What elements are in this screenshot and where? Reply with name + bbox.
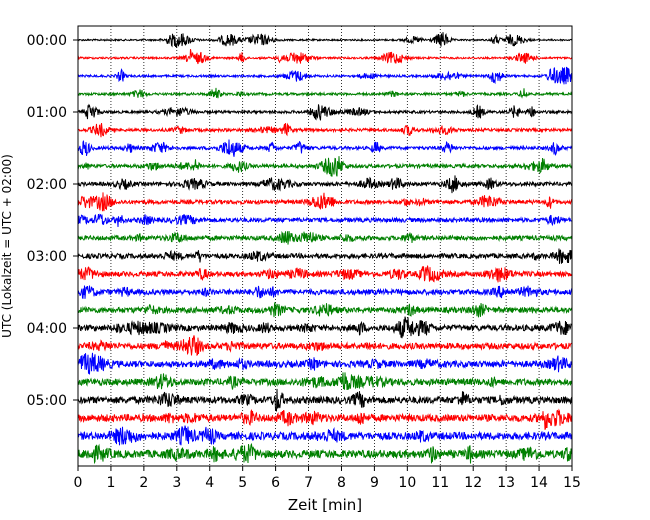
x-tick-label: 4	[205, 475, 214, 491]
trace-line	[77, 316, 573, 339]
x-tick-label: 5	[238, 475, 247, 491]
trace-line	[77, 156, 573, 177]
x-tick-label: 1	[106, 475, 115, 491]
x-tick-label: 3	[172, 475, 181, 491]
x-tick-label: 11	[431, 475, 449, 491]
x-tick-label: 0	[74, 475, 83, 491]
x-tick-label: 12	[464, 475, 482, 491]
y-tick-label: 03:00	[27, 249, 67, 265]
trace-line	[77, 302, 573, 318]
trace-line	[77, 32, 573, 48]
trace-line	[77, 213, 573, 228]
trace-line	[77, 442, 573, 465]
x-tick-label: 14	[530, 475, 548, 491]
trace-line	[77, 49, 573, 65]
x-tick-label: 9	[370, 475, 379, 491]
y-tick-label: 00:00	[27, 33, 67, 49]
trace-line	[77, 285, 573, 299]
trace-line	[77, 388, 573, 412]
x-tick-label: 8	[337, 475, 346, 491]
x-tick-label: 13	[497, 475, 515, 491]
trace-line	[77, 335, 573, 357]
y-tick-label: 04:00	[27, 321, 67, 337]
trace-line	[77, 122, 573, 138]
plot-frame	[77, 25, 573, 467]
x-axis-label: Zeit [min]	[288, 496, 362, 514]
trace-line	[77, 352, 573, 375]
x-tick-label: 15	[563, 475, 581, 491]
x-tick-label: 6	[271, 475, 280, 491]
trace-line	[77, 139, 573, 157]
y-axis-label: UTC (Lokalzeit = UTC + 02:00)	[0, 154, 14, 338]
trace-line	[77, 175, 573, 194]
y-axis-ticks: 00:00 01:00 02:00 03:00 04:00 05:00	[27, 33, 78, 409]
trace-line	[77, 103, 573, 121]
trace-line	[77, 425, 573, 446]
y-tick-label: 05:00	[27, 393, 67, 409]
vertical-gridlines	[110, 26, 540, 466]
trace-line	[77, 192, 573, 212]
seismic-traces	[77, 32, 573, 465]
y-tick-label: 01:00	[27, 105, 67, 121]
trace-line	[77, 230, 573, 245]
trace-line	[77, 87, 573, 99]
x-tick-label: 10	[398, 475, 416, 491]
trace-line	[77, 66, 573, 85]
trace-line	[77, 408, 573, 430]
trace-line	[77, 248, 573, 264]
x-tick-label: 2	[139, 475, 148, 491]
x-tick-label: 7	[304, 475, 313, 491]
x-axis-ticks: 0 1 2 3 4 5 6 7 8 9 10 11 12 13 14 15	[74, 466, 581, 491]
y-tick-label: 02:00	[27, 177, 67, 193]
trace-line	[77, 372, 573, 391]
trace-line	[77, 265, 573, 283]
